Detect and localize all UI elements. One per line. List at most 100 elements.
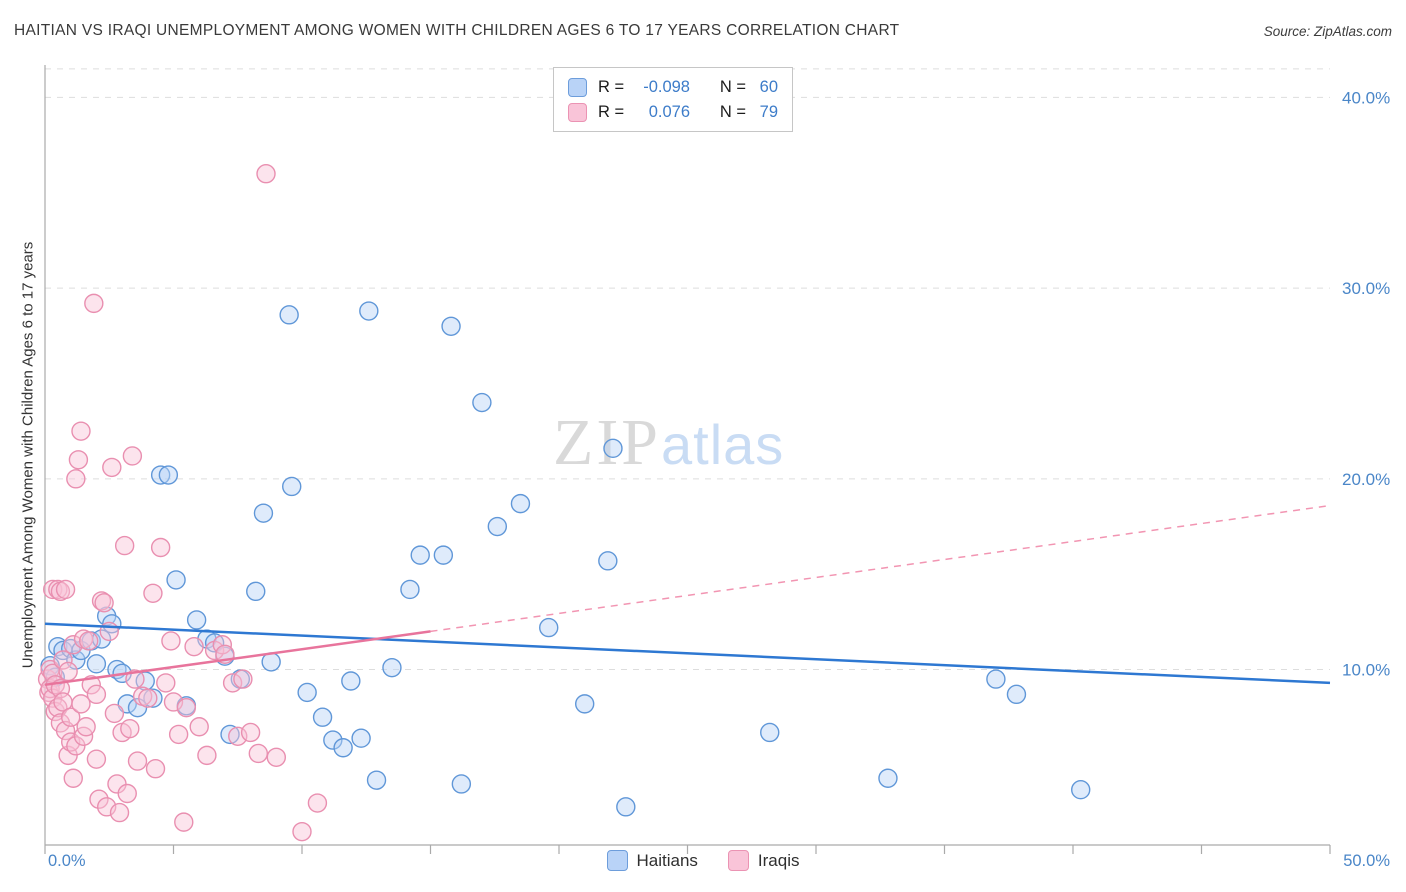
haitians-legend-swatch [568, 78, 587, 97]
scatter-point-haitians [297, 682, 317, 703]
iraqis-legend-swatch [568, 103, 587, 122]
scatter-point-iraqis [86, 749, 107, 769]
scatter-point-haitians [312, 707, 333, 727]
scatter-point-iraqis [63, 768, 83, 788]
scatter-point-iraqis [161, 631, 181, 651]
scatter-point-iraqis [150, 537, 171, 558]
scatter-point-haitians [433, 545, 454, 565]
scatter-point-iraqis [197, 745, 217, 766]
scatter-point-iraqis [248, 743, 269, 764]
trend-line-haitians [44, 622, 1331, 685]
r-label: R = [598, 78, 625, 96]
scatter-point-haitians [351, 728, 371, 748]
bottom-legend: Haitians Iraqis [0, 850, 1406, 871]
scatter-point-iraqis [292, 821, 312, 842]
scatter-point-haitians [253, 503, 274, 523]
scatter-point-iraqis [94, 593, 114, 613]
scatter-point-haitians [487, 516, 508, 537]
scatter-point-iraqis [86, 684, 107, 705]
x-axis-min-label: 0.0% [48, 852, 86, 870]
scatter-point-iraqis [307, 793, 328, 813]
scatter-point-haitians [986, 669, 1006, 689]
scatter-point-iraqis [81, 675, 101, 695]
scatter-point-iraqis [174, 812, 194, 832]
x-axis-max-label: 50.0% [1343, 852, 1390, 870]
scatter-point-iraqis [84, 293, 104, 314]
scatter-point-haitians [451, 774, 472, 794]
scatter-point-iraqis [138, 688, 158, 708]
chart-title: HAITIAN VS IRAQI UNEMPLOYMENT AMONG WOME… [14, 22, 900, 39]
scatter-point-haitians [186, 610, 207, 630]
scatter-point-iraqis [120, 718, 140, 739]
scatter-point-iraqis [76, 717, 96, 737]
scatter-point-haitians [246, 581, 266, 602]
scatter-point-iraqis [168, 724, 189, 745]
scatter-point-haitians [539, 617, 559, 638]
scatter-point-iraqis [122, 446, 143, 466]
scatter-point-iraqis [127, 751, 148, 771]
scatter-point-iraqis [117, 783, 137, 804]
scatter-point-iraqis [63, 635, 83, 655]
scatter-point-haitians [166, 570, 186, 590]
scatter-point-haitians [86, 654, 107, 674]
scatter-point-haitians [158, 465, 179, 485]
scatter-point-iraqis [99, 621, 119, 642]
scatter-point-iraqis [240, 722, 261, 743]
n-value-iraqis: 79 [759, 103, 778, 121]
scatter-point-iraqis [60, 707, 81, 727]
watermark-atlas: atlas [661, 413, 785, 476]
haitians-swatch-icon [606, 850, 628, 871]
stats-row-iraqis: R = 0.076 N = 79 [568, 103, 778, 122]
scatter-point-haitians [341, 671, 361, 691]
scatter-point-iraqis [256, 164, 276, 184]
scatter-point-haitians [410, 545, 430, 565]
watermark: ZIPatlas [553, 405, 784, 481]
scatter-point-haitians [441, 316, 461, 336]
trend-line-iraqis [44, 630, 431, 687]
scatter-point-haitians [366, 770, 387, 790]
scatter-point-haitians [1006, 684, 1027, 705]
scatter-point-haitians [760, 722, 780, 743]
stats-legend-box: R = -0.098 N = 60 R = 0.076 N = 79 [553, 67, 793, 132]
y-tick-label: 10.0% [1342, 661, 1390, 680]
stats-row-haitians: R = -0.098 N = 60 [568, 78, 778, 97]
scatter-point-haitians [150, 465, 171, 485]
scatter-point-iraqis [156, 673, 176, 693]
scatter-point-iraqis [102, 457, 122, 478]
scatter-point-iraqis [48, 697, 68, 718]
scatter-point-iraqis [66, 469, 86, 489]
r-value-haitians: -0.098 [643, 78, 690, 96]
scatter-point-iraqis [53, 650, 73, 670]
scatter-point-haitians [472, 392, 492, 413]
scatter-point-haitians [400, 579, 420, 600]
scatter-point-haitians [220, 724, 240, 745]
scatter-point-haitians [510, 493, 531, 514]
n-label: N = [719, 103, 746, 121]
scatter-point-haitians [323, 730, 343, 750]
scatter-point-haitians [117, 694, 137, 714]
legend-item-iraqis[interactable]: Iraqis [727, 850, 800, 871]
scatter-point-haitians [359, 301, 379, 321]
scatter-point-iraqis [71, 421, 91, 441]
scatter-point-iraqis [114, 535, 135, 556]
scatter-point-haitians [598, 551, 618, 571]
scatter-point-iraqis [104, 703, 125, 724]
scatter-point-iraqis [176, 697, 197, 718]
scatter-point-iraqis [143, 583, 163, 603]
r-label: R = [598, 103, 625, 121]
scatter-point-iraqis [55, 579, 76, 600]
legend-item-haitians[interactable]: Haitians [606, 850, 698, 871]
scatter-point-haitians [282, 476, 302, 497]
scatter-point-haitians [1071, 779, 1091, 800]
legend-label-iraqis: Iraqis [757, 850, 800, 870]
scatter-point-iraqis [145, 759, 166, 779]
scatter-point-iraqis [68, 450, 89, 470]
scatter-point-iraqis [266, 747, 286, 767]
r-value-iraqis: 0.076 [648, 103, 690, 121]
scatter-point-iraqis [189, 717, 209, 737]
scatter-point-iraqis [89, 789, 109, 809]
scatter-point-iraqis [43, 663, 63, 684]
y-tick-label: 40.0% [1342, 88, 1390, 107]
